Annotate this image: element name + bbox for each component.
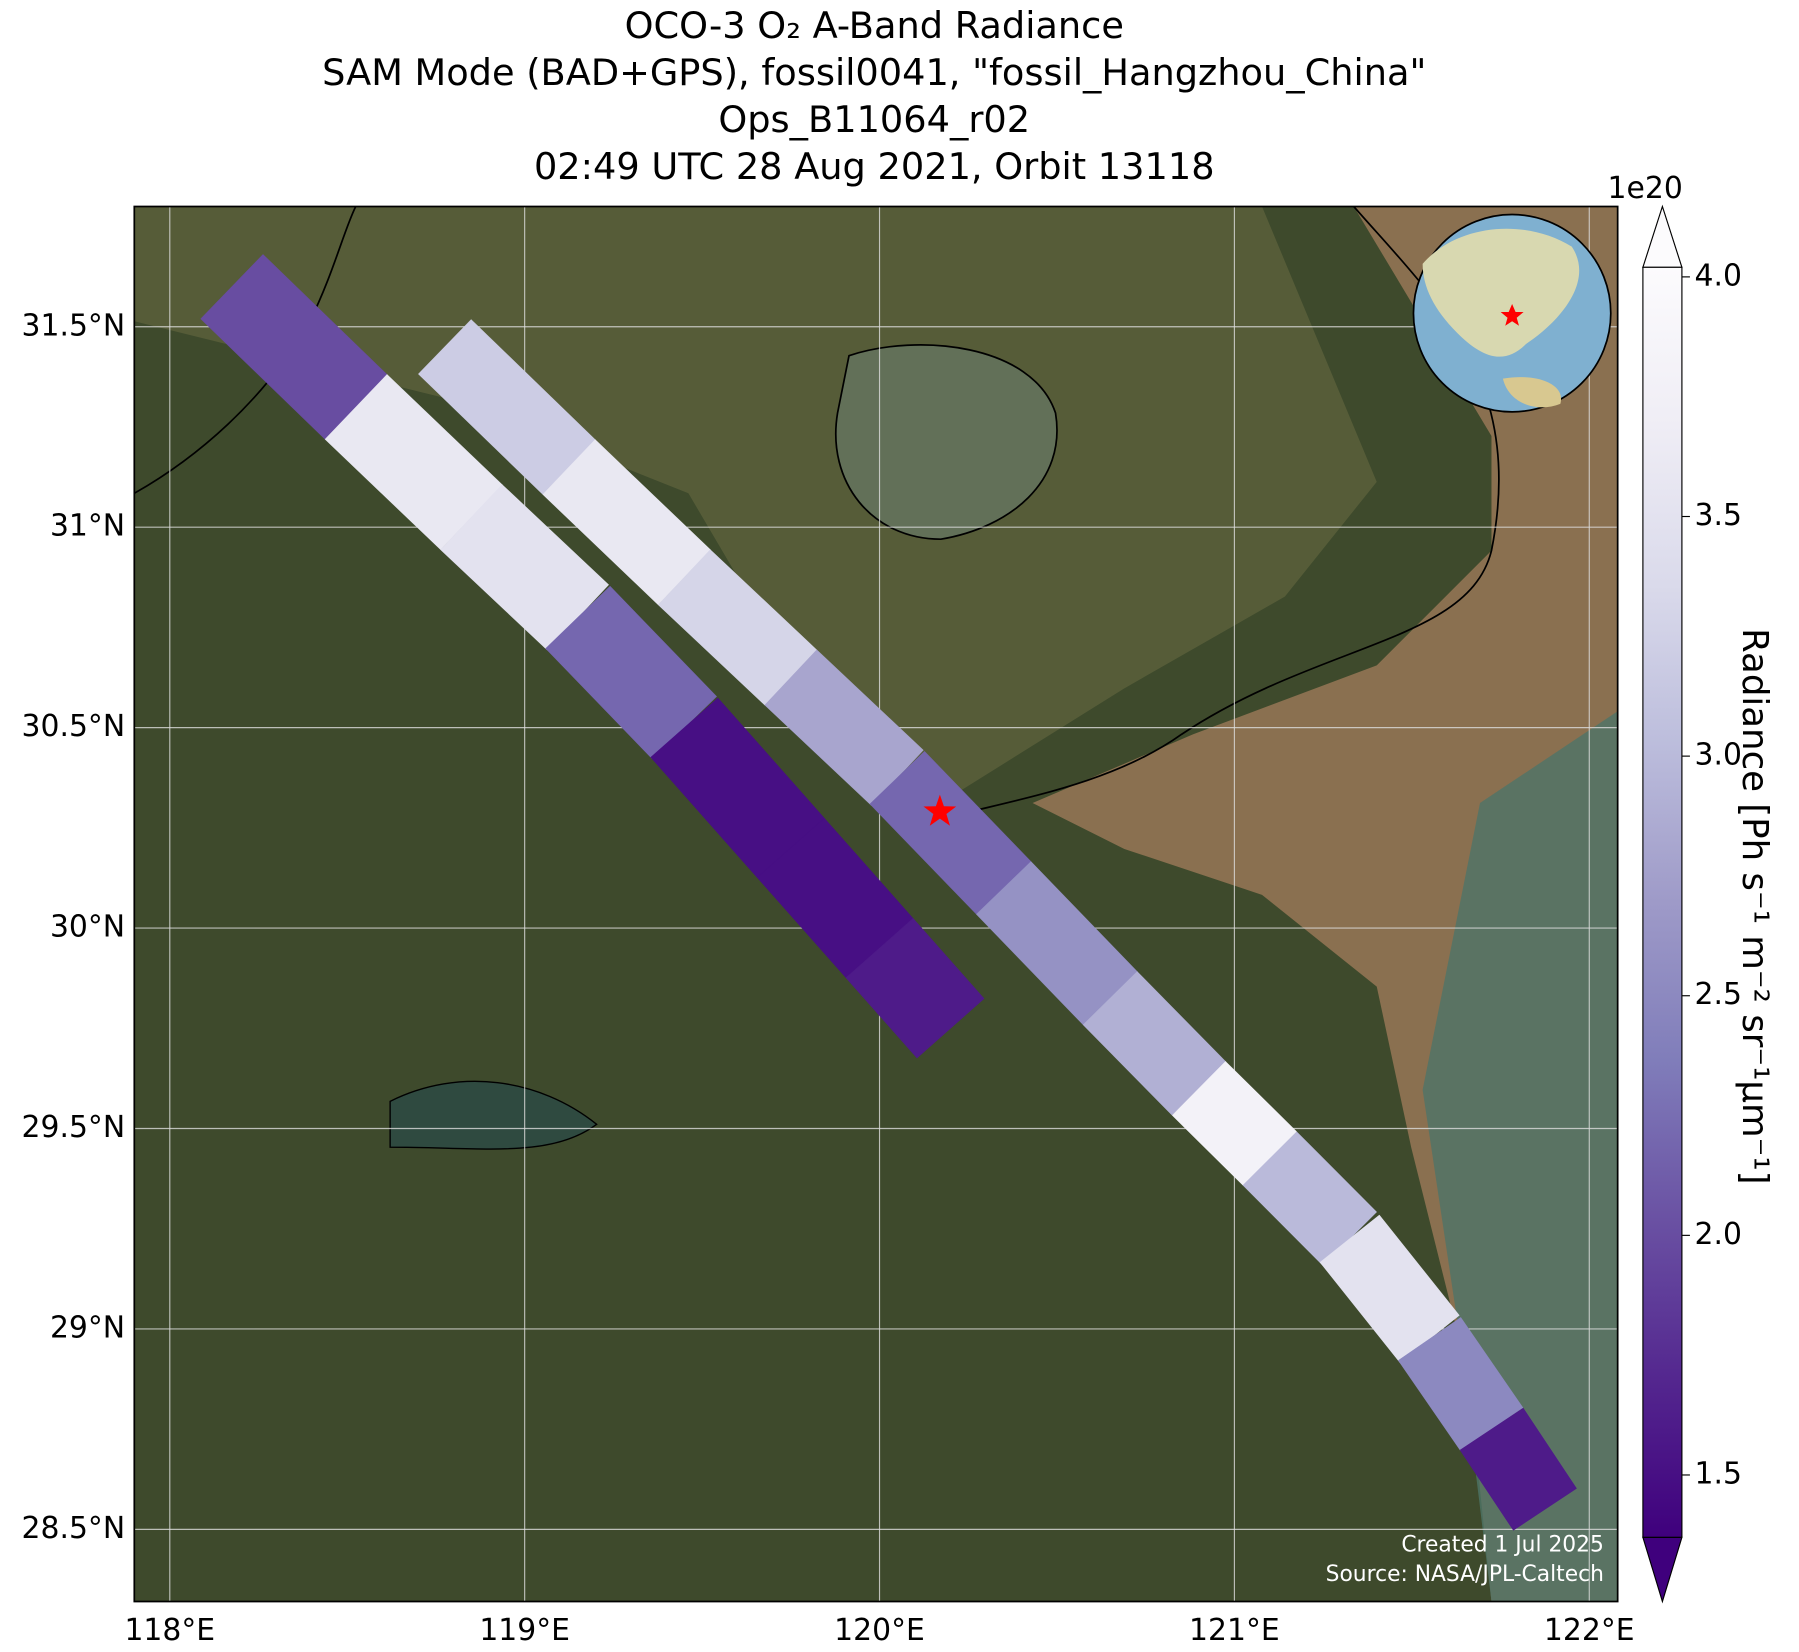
lake-taihu (835, 344, 1058, 541)
colorbar (1642, 266, 1683, 1538)
chart-title: 02:49 UTC 28 Aug 2021, Orbit 13118 (534, 145, 1215, 188)
swath-segment (1171, 1061, 1297, 1186)
swath-segment (545, 585, 717, 760)
colorbar-extend-top (1642, 204, 1683, 268)
colorbar-tick-label: 3.0 (1695, 738, 1742, 773)
swath-segment (764, 649, 924, 806)
chart-title: SAM Mode (BAD+GPS), fossil0041, "fossil_… (322, 51, 1426, 94)
y-tick-label: 30.5°N (22, 709, 126, 744)
y-tick-label: 28.5°N (22, 1511, 126, 1546)
chart-title: Ops_B11064_r02 (718, 98, 1030, 141)
y-tick-label: 30°N (50, 910, 125, 945)
globe-land (1422, 228, 1580, 357)
x-tick-label: 119°E (479, 1613, 570, 1648)
colorbar-tick-label: 3.5 (1695, 498, 1742, 533)
x-tick-label: 122°E (1544, 1613, 1635, 1648)
colorbar-label: Radiance [Ph s⁻¹ m⁻² sr⁻¹μm⁻¹] (1734, 628, 1775, 1184)
target-star (923, 794, 957, 826)
basemap: Created 1 Jul 2025 Source: NASA/JPL-Calt… (134, 206, 1618, 1602)
colorbar-extend-bottom (1642, 1536, 1683, 1604)
credit: Source: NASA/JPL-Caltech (1326, 1562, 1604, 1587)
y-tick-label: 29.5°N (22, 1110, 126, 1145)
y-tick-label: 31.5°N (22, 308, 126, 343)
colorbar-offset: 1e20 (1608, 171, 1683, 206)
swath-segment (440, 484, 609, 651)
colorbar-tick-label: 1.5 (1695, 1456, 1742, 1491)
swath-segment (845, 918, 985, 1059)
globe-australia (1502, 377, 1562, 408)
x-tick-label: 118°E (124, 1613, 215, 1648)
credit: Created 1 Jul 2025 (1401, 1532, 1604, 1557)
swath-segment (1319, 1214, 1460, 1363)
inset-globe (1412, 213, 1612, 413)
swath-segment (1459, 1407, 1577, 1531)
lake-qiandao (389, 1080, 598, 1150)
y-tick-label: 29°N (50, 1310, 125, 1345)
globe-star (1500, 304, 1524, 326)
swath-segment (1397, 1317, 1524, 1452)
colorbar-tick-label: 2.0 (1695, 1217, 1742, 1252)
chart-title: OCO-3 O₂ A-Band Radiance (625, 4, 1124, 47)
colorbar-tick-label: 4.0 (1695, 258, 1742, 293)
map-frame (133, 205, 1619, 1603)
x-tick-label: 121°E (1189, 1613, 1280, 1648)
y-tick-label: 31°N (50, 509, 125, 544)
swath-segment (1242, 1131, 1377, 1266)
colorbar-tick-label: 2.5 (1695, 977, 1742, 1012)
x-tick-label: 120°E (834, 1613, 925, 1648)
